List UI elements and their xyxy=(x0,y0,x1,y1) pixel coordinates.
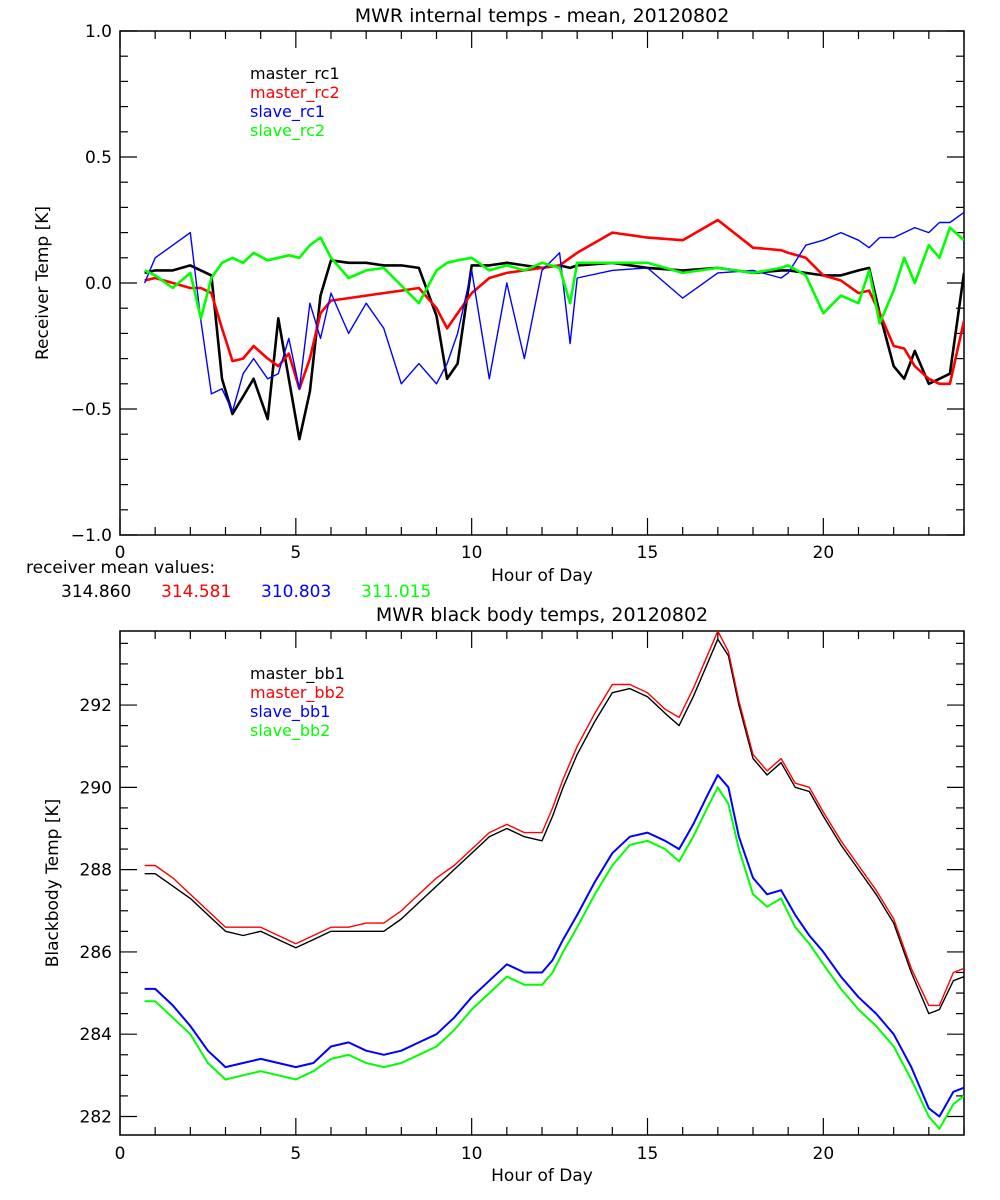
receiver-temp-chart: MWR internal temps - mean, 20120802 0 5 10 1… xyxy=(33,5,965,586)
legend-entry-master-rc1: master_rc1 xyxy=(250,64,340,84)
x-axis-label: Hour of Day xyxy=(491,566,593,586)
series-line-master-rc1 xyxy=(144,258,964,441)
x-tick-label: 0 xyxy=(115,543,126,563)
plot-frame xyxy=(119,30,965,536)
receiver-mean-values: receiver mean values: 314.860 314.581 31… xyxy=(26,558,431,602)
x-tick-label: 15 xyxy=(637,543,659,563)
x-tick-label: 5 xyxy=(290,543,301,563)
series-line-master-bb1 xyxy=(144,638,964,1015)
mean-value-master-rc1: 314.860 xyxy=(61,582,131,602)
series-line-slave-bb2 xyxy=(144,786,964,1130)
series-line-master-bb2 xyxy=(144,631,964,1007)
x-tick-label: 10 xyxy=(461,543,483,563)
mean-value-master-rc2: 314.581 xyxy=(161,582,231,602)
y-tick-label: 0.0 xyxy=(85,274,112,294)
series-line-slave-rc2 xyxy=(144,226,964,325)
legend-entry-master-bb1: master_bb1 xyxy=(250,664,345,684)
y-tick-label: 282 xyxy=(80,1107,112,1127)
x-axis-label: Hour of Day xyxy=(491,1166,593,1186)
y-tick-label: 1.0 xyxy=(85,22,112,42)
mean-value-slave-rc1: 310.803 xyxy=(261,582,331,602)
legend-entry-slave-bb2: slave_bb2 xyxy=(250,721,330,741)
series-line-slave-rc1 xyxy=(143,211,964,413)
chart-title: MWR internal temps - mean, 20120802 xyxy=(355,5,730,27)
legend-entry-slave-bb1: slave_bb1 xyxy=(250,702,330,722)
y-tick-label: 292 xyxy=(80,696,112,716)
y-tick-label: −1.0 xyxy=(71,526,112,546)
y-axis-label: Receiver Temp [K] xyxy=(33,206,53,360)
y-tick-label: 284 xyxy=(80,1025,112,1045)
legend-entry-master-rc2: master_rc2 xyxy=(250,83,340,103)
x-tick-label: 5 xyxy=(290,1144,301,1164)
series-line-master-rc2 xyxy=(144,218,964,391)
x-tick-label: 20 xyxy=(813,1144,835,1164)
y-tick-label: 290 xyxy=(80,778,112,798)
x-tick-label: 10 xyxy=(461,1144,483,1164)
legend-entry-slave-rc1: slave_rc1 xyxy=(250,102,325,122)
y-tick-label: 288 xyxy=(80,861,112,881)
chart-title: MWR black body temps, 20120802 xyxy=(376,604,708,626)
mean-value-slave-rc2: 311.015 xyxy=(361,582,431,602)
plot-frame xyxy=(119,630,965,1136)
legend-entry-slave-rc2: slave_rc2 xyxy=(250,121,325,141)
x-tick-label: 15 xyxy=(637,1144,659,1164)
y-tick-label: −0.5 xyxy=(71,400,112,420)
y-axis-label: Blackbody Temp [K] xyxy=(43,799,63,968)
blackbody-temp-chart: MWR black body temps, 20120802 0 5 10 15 20 28… xyxy=(43,604,965,1186)
series-line-slave-bb1 xyxy=(144,774,964,1118)
legend-entry-master-bb2: master_bb2 xyxy=(250,683,345,703)
y-tick-label: 286 xyxy=(80,943,112,963)
x-tick-label: 0 xyxy=(115,1144,126,1164)
y-tick-label: 0.5 xyxy=(85,148,112,168)
x-tick-label: 20 xyxy=(813,543,835,563)
receiver-mean-label: receiver mean values: xyxy=(26,558,215,578)
